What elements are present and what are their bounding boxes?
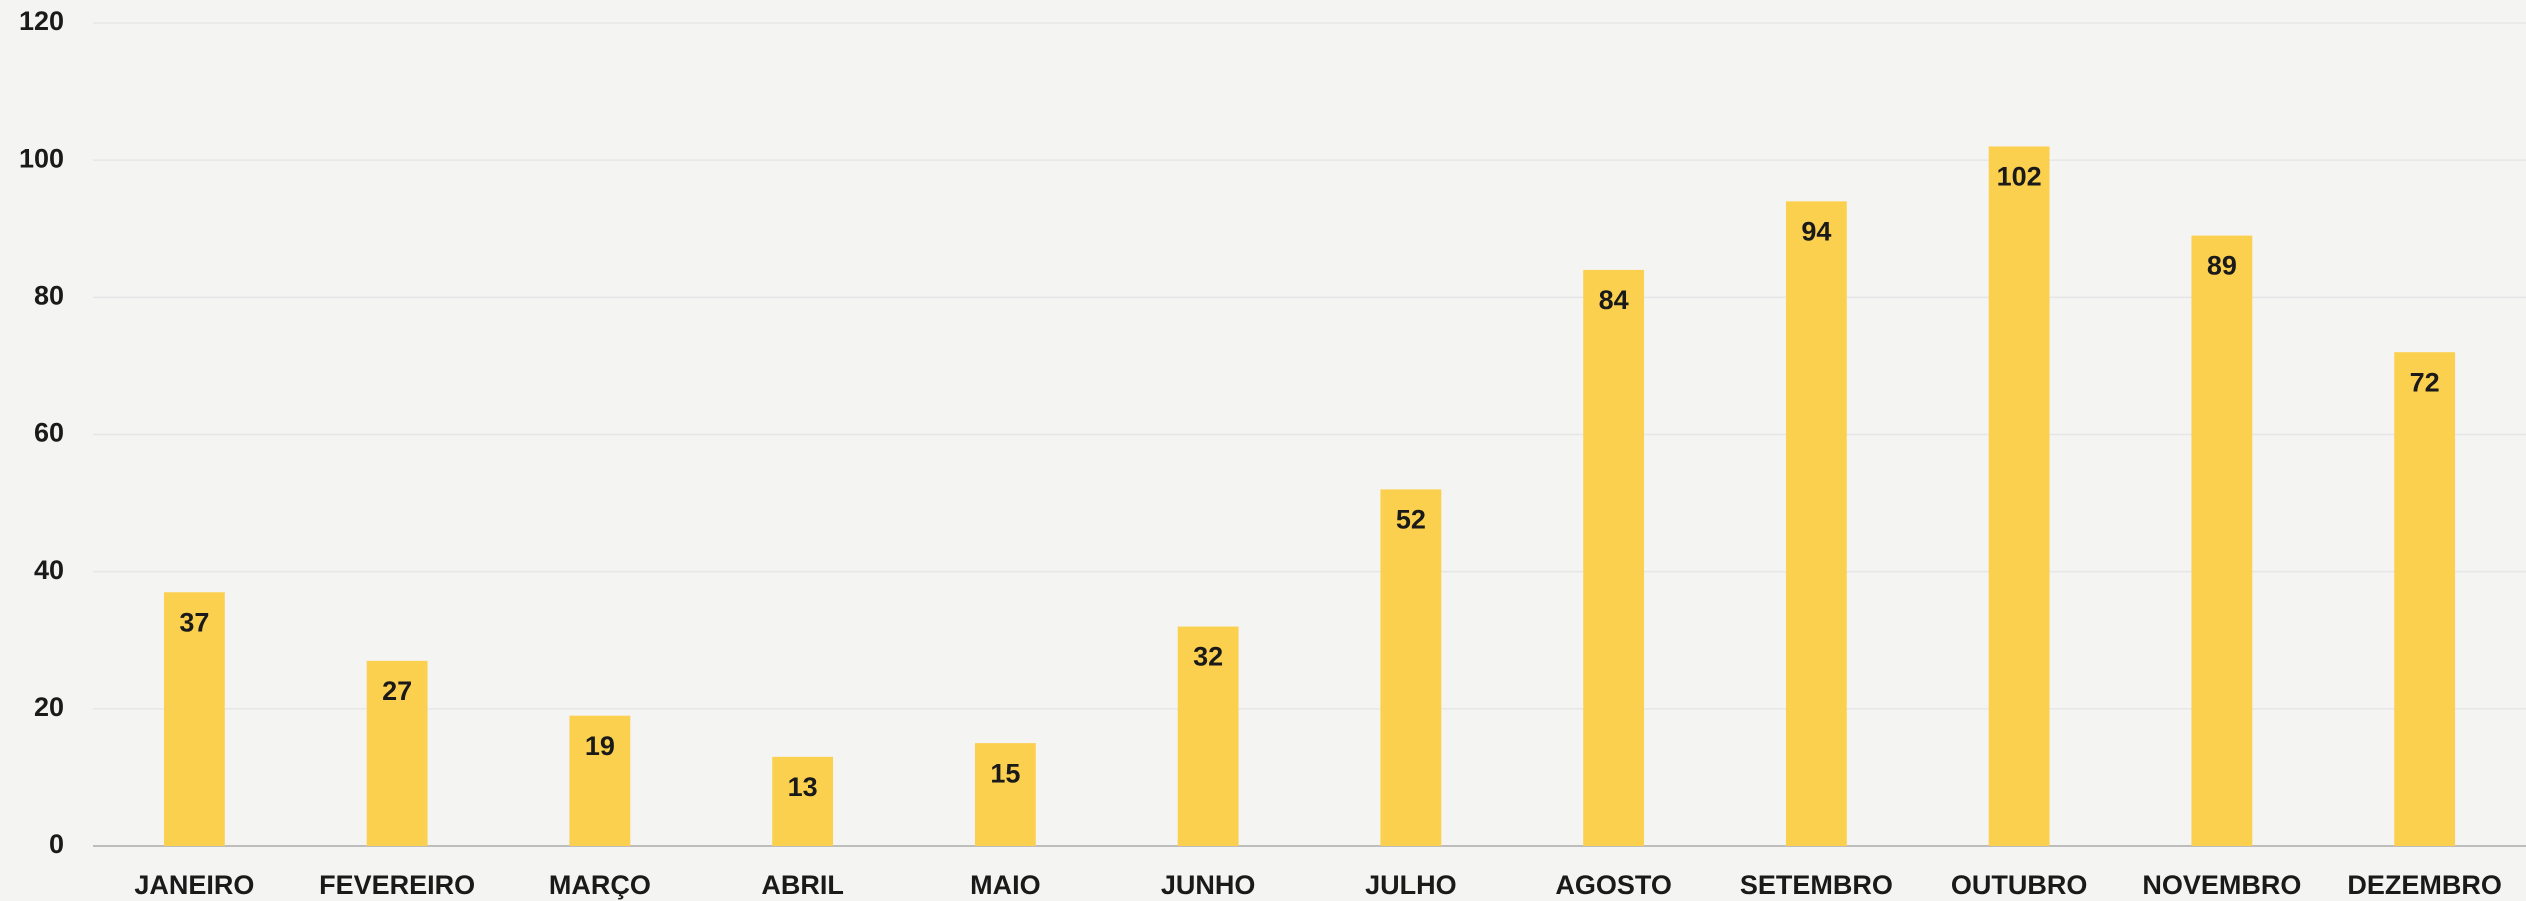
x-tick-label: OUTUBRO [1951,870,2088,900]
bar [772,756,834,846]
bar [163,592,225,846]
bar [1988,146,2050,846]
y-tick-label: 100 [19,143,64,173]
data-label: 13 [788,772,818,802]
bar [1583,269,1645,846]
y-tick-label: 20 [34,692,64,722]
data-label: 19 [585,731,615,761]
x-tick-label: ABRIL [761,870,844,900]
y-tick-label: 120 [19,6,64,36]
x-tick-label: DEZEMBRO [2347,870,2502,900]
x-tick-label: NOVEMBRO [2142,870,2301,900]
x-tick-label: AGOSTO [1555,870,1672,900]
bar [1785,201,1847,847]
bar [1380,489,1442,846]
bar [569,715,631,846]
data-label: 37 [179,607,209,637]
data-label: 89 [2207,251,2237,281]
bar [2394,352,2456,846]
bar [974,743,1036,846]
x-tick-label: MAIO [970,870,1041,900]
y-tick-label: 80 [34,280,64,310]
bar [366,660,428,846]
data-label: 94 [1801,216,1831,246]
y-tick-label: 60 [34,418,64,448]
data-label: 52 [1396,504,1426,534]
data-label: 27 [382,676,412,706]
y-tick-label: 0 [49,829,64,859]
x-tick-label: FEVEREIRO [319,870,475,900]
x-tick-label: JUNHO [1161,870,1256,900]
bar [2191,235,2253,846]
x-tick-label: SETEMBRO [1740,870,1893,900]
bar [1177,626,1239,846]
data-label: 32 [1193,642,1223,672]
data-label: 72 [2410,367,2440,397]
data-label: 102 [1997,162,2042,192]
data-label: 15 [990,758,1020,788]
x-tick-label: MARÇO [549,870,651,900]
x-tick-label: JANEIRO [134,870,254,900]
y-tick-label: 40 [34,555,64,585]
data-label: 84 [1599,285,1629,315]
x-tick-label: JULHO [1365,870,1457,900]
